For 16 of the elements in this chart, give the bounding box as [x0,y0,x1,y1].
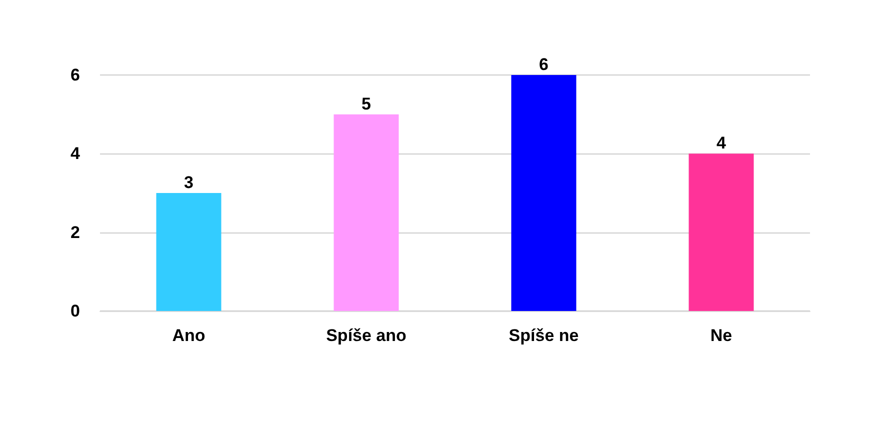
y-tick-label: 2 [70,222,80,242]
y-tick-label: 6 [70,66,80,84]
bar [688,154,754,311]
x-tick-label: Spíše ne [508,326,579,345]
data-label: 5 [362,94,371,114]
x-tick-label: Ne [710,326,732,345]
x-tick-label: Ano [172,326,206,345]
y-tick-label: 4 [70,144,81,164]
x-tick-label: Spíše ano [326,326,406,345]
bar [334,114,399,311]
data-label: 4 [716,134,727,153]
bar [156,193,222,311]
bar [511,75,576,311]
data-label: 6 [539,55,548,74]
y-tick-label: 0 [70,302,80,320]
data-label: 3 [184,173,194,192]
